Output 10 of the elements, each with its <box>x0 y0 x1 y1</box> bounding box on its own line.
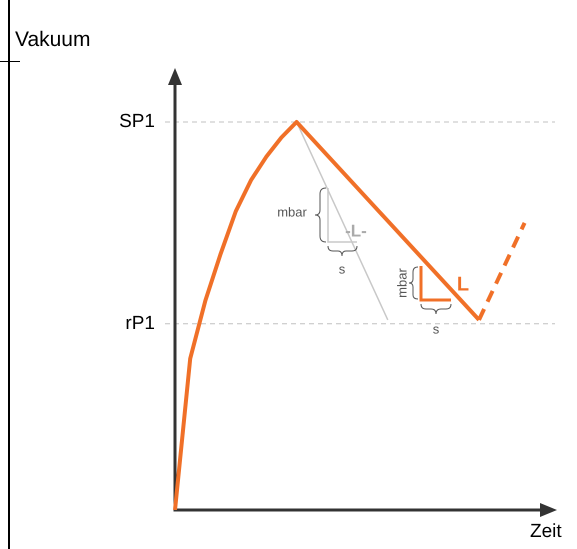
y-axis-title: Vakuum <box>15 28 90 52</box>
annotation: mbar <box>394 268 410 298</box>
annotation: L <box>456 274 470 296</box>
annotation: -L- <box>345 222 367 241</box>
annotation: mbar <box>277 204 308 220</box>
annotation: s <box>432 322 440 337</box>
x-axis-title: Zeit <box>530 521 562 543</box>
ref-line-label: SP1 <box>119 111 155 132</box>
annotation: s <box>338 262 346 277</box>
ref-line-label: rP1 <box>125 312 155 334</box>
